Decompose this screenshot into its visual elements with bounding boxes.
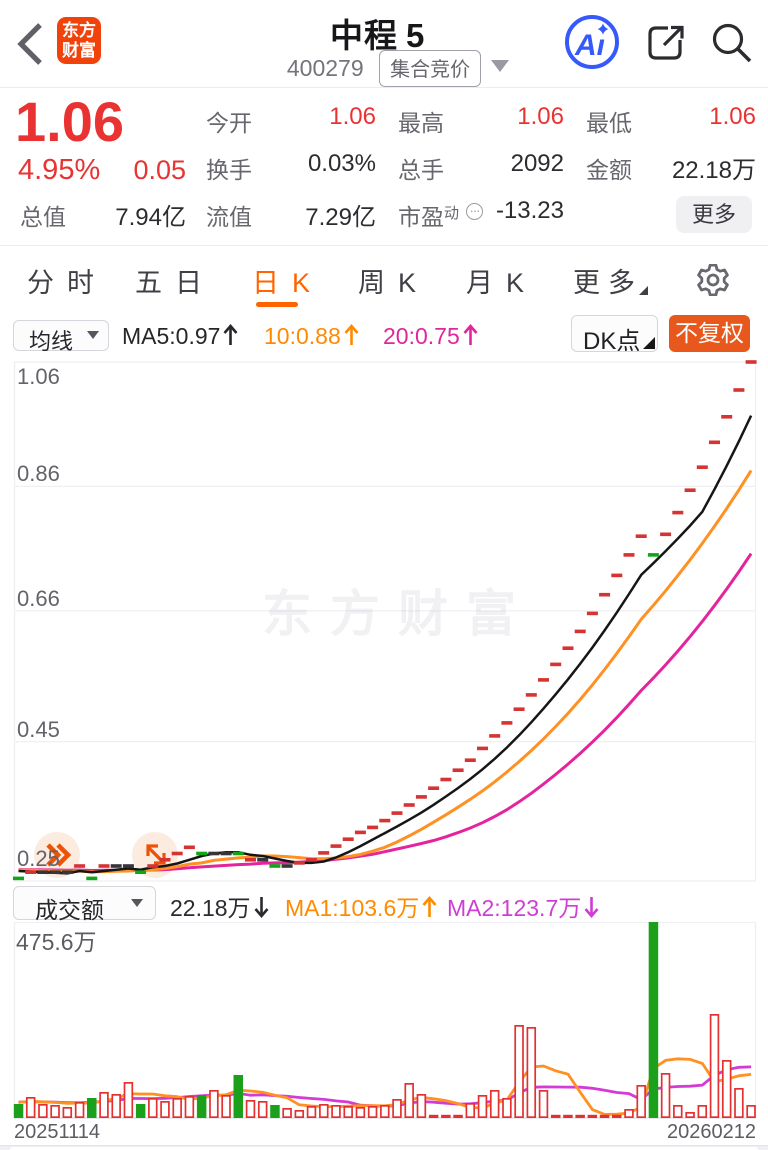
svg-text:0.86: 0.86	[17, 461, 60, 486]
svg-text:东方财富: 东方财富	[262, 586, 534, 642]
svg-text:0.66: 0.66	[17, 586, 60, 611]
svg-text:0.25: 0.25	[17, 846, 60, 871]
svg-text:1.06: 1.06	[17, 364, 60, 389]
svg-text:0.45: 0.45	[17, 717, 60, 742]
svg-text:Aı: Aı	[574, 29, 605, 62]
